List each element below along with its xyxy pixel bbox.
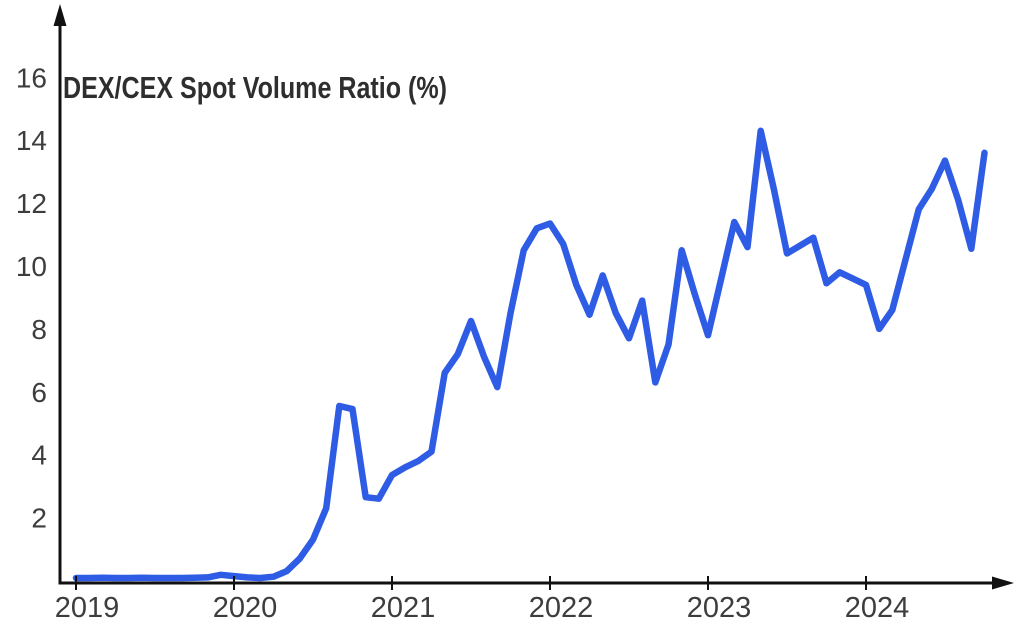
- chart-title: DEX/CEX Spot Volume Ratio (%): [63, 70, 447, 105]
- y-tick-label: 6: [31, 377, 47, 408]
- y-tick-label: 16: [16, 62, 47, 93]
- y-tick-labels: 2 4 6 8 10 12 14 16: [16, 62, 47, 533]
- y-tick-label: 12: [16, 188, 47, 219]
- ratio-line: [72, 127, 988, 582]
- x-axis-arrow-icon: [992, 576, 1014, 590]
- y-tick-label: 10: [16, 251, 47, 282]
- plot-area: [72, 127, 988, 582]
- x-tick-label: 2023: [687, 592, 752, 624]
- x-tick-labels: 2019 2020 2021 2022 2023 2024: [55, 592, 910, 624]
- x-tick-label: 2019: [55, 592, 120, 624]
- x-tick-label: 2020: [213, 592, 278, 624]
- x-tick-label: 2021: [371, 592, 436, 624]
- y-axis-arrow-icon: [53, 4, 67, 26]
- y-tick-label: 4: [31, 440, 47, 471]
- y-tick-label: 8: [31, 314, 47, 345]
- x-tick-marks: [75, 576, 868, 590]
- y-axis: 2 4 6 8 10 12 14 16: [16, 4, 67, 583]
- x-tick-label: 2022: [529, 592, 594, 624]
- y-tick-label: 2: [31, 503, 47, 534]
- x-axis: 2019 2020 2021 2022 2023 2024: [55, 576, 1014, 624]
- y-tick-label: 14: [16, 125, 47, 156]
- x-tick-label: 2024: [845, 592, 910, 624]
